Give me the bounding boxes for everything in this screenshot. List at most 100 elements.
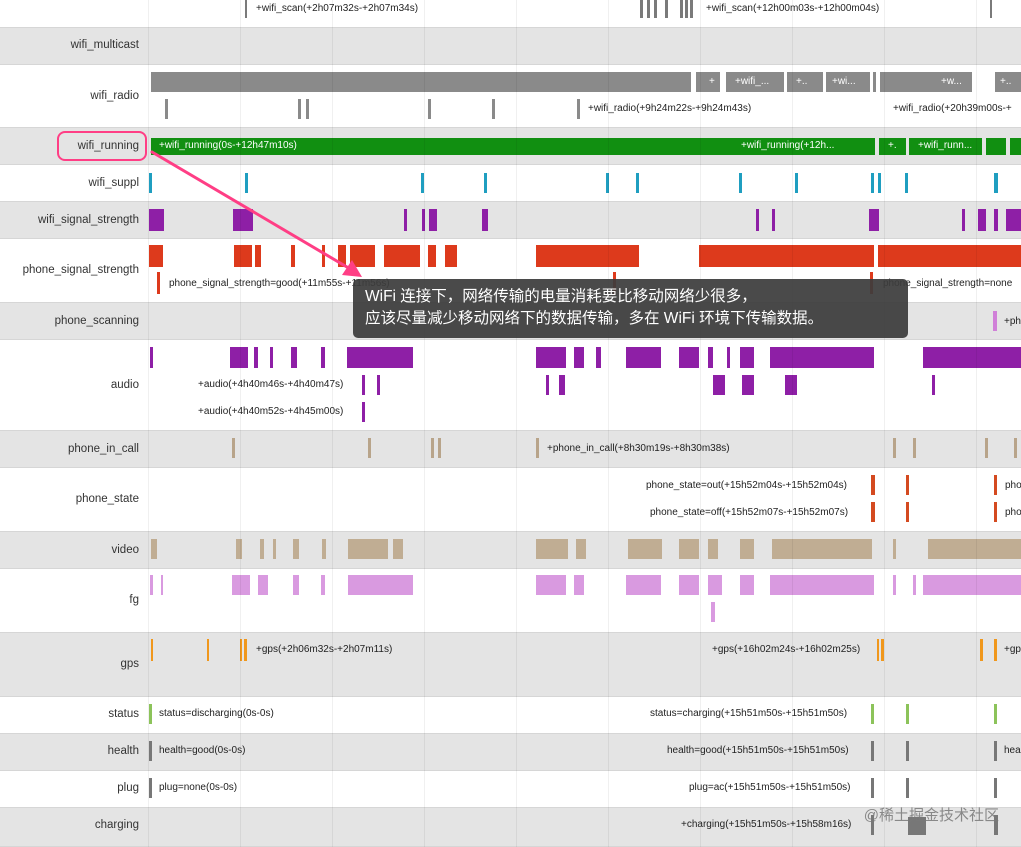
grid-line xyxy=(976,0,977,847)
event-bar xyxy=(665,0,668,18)
event-bar-text: +wifi_... xyxy=(735,76,770,87)
event-bar xyxy=(293,539,299,559)
event-label: +gps(+16h02m24s-+16h02m25s) xyxy=(712,644,861,655)
event-bar xyxy=(680,0,683,18)
event-bar xyxy=(985,438,988,458)
event-bar xyxy=(978,209,986,231)
callout-line-1: WiFi 连接下，网络传输的电量消耗要比移动网络少很多， xyxy=(365,288,757,305)
row-plot: health=good(0s-0s) health=good(+15h51m50… xyxy=(148,734,1021,770)
row-label: status xyxy=(108,708,139,720)
event-bar xyxy=(536,347,566,368)
event-bar xyxy=(994,778,997,798)
event-bar xyxy=(258,575,268,595)
timeline-row-plug: plug plug=none(0s-0s) plug=ac(+15h51m50s… xyxy=(0,771,1021,808)
event-label: +audio(+4h40m52s-+4h45m00s) xyxy=(198,406,344,417)
event-bar xyxy=(577,99,580,119)
event-bar-text: +wi... xyxy=(832,76,856,87)
event-bar xyxy=(245,173,248,193)
event-bar xyxy=(347,347,413,368)
event-bar xyxy=(445,245,457,267)
event-bar xyxy=(923,575,1021,595)
event-bar xyxy=(995,72,1021,92)
event-bar xyxy=(149,741,152,761)
event-label: phone_signal_strength=none xyxy=(883,278,1013,289)
event-bar xyxy=(149,173,152,193)
event-bar xyxy=(679,575,699,595)
event-label: pho xyxy=(1005,507,1021,518)
event-bar xyxy=(321,575,325,595)
event-bar xyxy=(149,704,152,724)
row-plot: +audio(+4h40m46s-+4h40m47s) +audio(+4h40… xyxy=(148,340,1021,430)
event-bar xyxy=(909,138,982,155)
event-bar xyxy=(726,72,784,92)
event-bar xyxy=(906,741,909,761)
row-label: gps xyxy=(120,658,139,670)
event-bar xyxy=(255,245,261,267)
row-label: phone_signal_strength xyxy=(22,264,139,276)
event-bar xyxy=(962,209,965,231)
row-label: phone_scanning xyxy=(54,315,139,327)
event-label: phone_state=out(+15h52m04s-+15h52m04s) xyxy=(646,480,847,491)
event-bar xyxy=(871,173,874,193)
timeline-row-audio: audio +audio(+4h40m46s-+4h40m47s) xyxy=(0,340,1021,431)
annotation-callout: WiFi 连接下，网络传输的电量消耗要比移动网络少很多， 应该尽量减少移动网络下… xyxy=(353,279,908,338)
event-bar xyxy=(151,639,153,661)
event-bar xyxy=(740,575,754,595)
event-bar xyxy=(685,0,688,18)
event-bar xyxy=(232,575,250,595)
row-plot: +wifi_scan(+2h07m32s-+2h07m34s) +wifi_sc… xyxy=(148,0,1021,27)
event-bar xyxy=(654,0,657,18)
row-label: wifi_radio xyxy=(90,90,139,102)
row-label: wifi_suppl xyxy=(88,177,140,189)
event-bar xyxy=(322,245,325,267)
timeline-row-phone-in-call: phone_in_call +phone_in_call(+8h30m19s-+… xyxy=(0,431,1021,468)
timeline-row-wifi-scan: +wifi_scan(+2h07m32s-+2h07m34s) +wifi_sc… xyxy=(0,0,1021,28)
event-bar xyxy=(913,575,916,595)
event-bar xyxy=(908,817,926,835)
event-bar xyxy=(149,209,164,231)
event-bar-text: +. xyxy=(888,140,897,151)
event-bar xyxy=(727,347,730,368)
event-bar xyxy=(428,99,431,119)
row-label: audio xyxy=(110,379,139,391)
timeline-row-video: video xyxy=(0,532,1021,569)
row-plot xyxy=(148,28,1021,64)
event-bar xyxy=(232,438,235,458)
event-bar xyxy=(150,347,153,368)
timeline-row-health: health health=good(0s-0s) health=good(+1… xyxy=(0,734,1021,771)
event-bar xyxy=(254,347,258,368)
event-bar xyxy=(923,347,1021,368)
timeline-row-status: status status=discharging(0s-0s) status=… xyxy=(0,697,1021,734)
row-plot: status=discharging(0s-0s) status=chargin… xyxy=(148,697,1021,733)
event-bar xyxy=(233,209,253,231)
event-bar xyxy=(980,639,983,661)
event-label: health=good(0s-0s) xyxy=(159,745,246,756)
event-bar xyxy=(994,741,997,761)
event-bar xyxy=(438,438,441,458)
event-bar-text: + xyxy=(709,76,715,87)
event-bar xyxy=(871,815,874,835)
event-bar xyxy=(348,575,413,595)
event-bar xyxy=(559,375,565,395)
event-bar xyxy=(306,99,309,119)
grid-line xyxy=(240,0,241,847)
event-bar xyxy=(906,475,909,495)
event-label: +phone_in_call(+8h30m19s-+8h30m38s) xyxy=(547,443,730,454)
event-label: plug=none(0s-0s) xyxy=(159,782,238,793)
event-label: +charging(+15h51m50s-+15h58m16s) xyxy=(681,819,852,830)
event-bar xyxy=(636,173,639,193)
timeline-row-gps: gps +gps(+2h06m32s-+2h07m11s) +gps(+16h0… xyxy=(0,633,1021,697)
event-bar xyxy=(151,72,691,92)
event-bar xyxy=(881,639,884,661)
grid-line xyxy=(516,0,517,847)
event-bar xyxy=(647,0,650,18)
event-bar xyxy=(986,138,1006,155)
event-bar xyxy=(404,209,407,231)
event-bar xyxy=(536,438,539,458)
event-label: +wifi_radio(+9h24m22s-+9h24m43s) xyxy=(588,103,752,114)
event-bar-text: +.. xyxy=(796,76,808,87)
event-label: +ph xyxy=(1004,316,1021,327)
event-bar xyxy=(291,347,297,368)
event-bar-text: +wifi_running(+12h... xyxy=(741,140,835,151)
row-plot: + +wifi_... +.. +wi... +w... +.. +wifi_r… xyxy=(148,65,1021,127)
